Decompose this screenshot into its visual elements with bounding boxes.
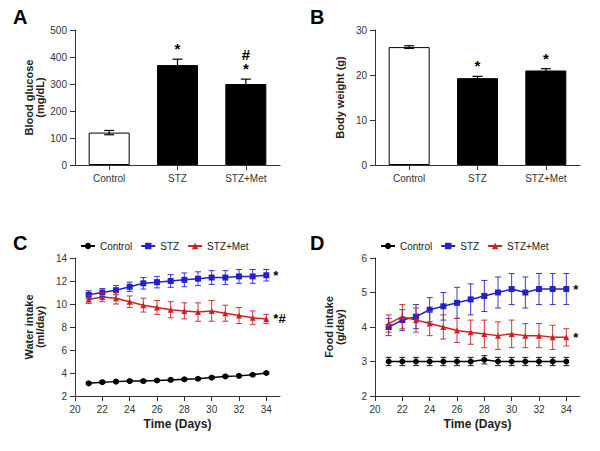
svg-text:20: 20: [69, 404, 81, 415]
svg-text:20: 20: [356, 70, 368, 81]
svg-text:34: 34: [561, 404, 573, 415]
svg-text:*: *: [543, 50, 549, 67]
svg-text:24: 24: [124, 404, 136, 415]
svg-text:2: 2: [61, 391, 67, 402]
svg-text:14: 14: [56, 253, 68, 264]
svg-text:STZ+Met: STZ+Met: [207, 241, 249, 252]
svg-text:4: 4: [361, 322, 367, 333]
svg-text:STZ+Met: STZ+Met: [525, 173, 567, 184]
svg-text:400: 400: [50, 52, 67, 63]
svg-text:22: 22: [97, 404, 109, 415]
svg-text:Food intake: Food intake: [322, 296, 335, 358]
svg-text:(ml/day): (ml/day): [34, 306, 46, 349]
svg-text:30: 30: [206, 404, 218, 415]
svg-text:300: 300: [50, 79, 67, 90]
svg-text:(mg/dL): (mg/dL): [34, 77, 46, 118]
svg-text:5: 5: [361, 287, 367, 298]
svg-text:30: 30: [506, 404, 518, 415]
svg-text:#: #: [242, 46, 251, 63]
svg-text:Control: Control: [400, 241, 432, 252]
svg-text:28: 28: [179, 404, 191, 415]
svg-text:STZ: STZ: [168, 173, 187, 184]
svg-text:10: 10: [356, 115, 368, 126]
svg-text:STZ+Met: STZ+Met: [507, 241, 549, 252]
svg-text:2: 2: [361, 391, 367, 402]
svg-text:Control: Control: [100, 241, 132, 252]
svg-text:D: D: [310, 232, 324, 254]
svg-text:*: *: [175, 40, 181, 57]
svg-text:22: 22: [397, 404, 409, 415]
svg-text:26: 26: [151, 404, 163, 415]
svg-text:500: 500: [50, 25, 67, 36]
svg-text:32: 32: [233, 404, 245, 415]
svg-text:STZ: STZ: [160, 241, 179, 252]
svg-text:B: B: [310, 6, 324, 28]
svg-text:34: 34: [261, 404, 273, 415]
svg-text:6: 6: [361, 253, 367, 264]
svg-text:*: *: [475, 57, 481, 74]
svg-text:*: *: [573, 330, 579, 345]
svg-text:8: 8: [61, 322, 67, 333]
svg-text:(g/day): (g/day): [334, 309, 346, 345]
svg-text:STZ+Met: STZ+Met: [225, 173, 267, 184]
svg-text:Control: Control: [393, 173, 425, 184]
svg-text:Time (Days): Time (Days): [444, 417, 512, 431]
svg-text:20: 20: [369, 404, 381, 415]
svg-text:24: 24: [424, 404, 436, 415]
svg-text:10: 10: [56, 299, 68, 310]
svg-text:Water intake: Water intake: [22, 294, 35, 360]
svg-text:*#: *#: [273, 311, 286, 326]
svg-text:28: 28: [479, 404, 491, 415]
svg-text:3: 3: [361, 356, 367, 367]
svg-text:4: 4: [61, 368, 67, 379]
svg-text:A: A: [13, 6, 27, 28]
svg-text:Blood glucose: Blood glucose: [22, 59, 35, 136]
svg-text:STZ: STZ: [460, 241, 479, 252]
svg-text:6: 6: [61, 345, 67, 356]
svg-text:STZ: STZ: [468, 173, 487, 184]
svg-text:Time (Days): Time (Days): [144, 417, 212, 431]
svg-text:0: 0: [61, 160, 67, 171]
svg-text:30: 30: [356, 25, 368, 36]
svg-text:12: 12: [56, 276, 68, 287]
svg-text:32: 32: [533, 404, 545, 415]
svg-text:*: *: [273, 268, 279, 283]
svg-text:200: 200: [50, 106, 67, 117]
svg-text:*: *: [573, 282, 579, 297]
svg-text:C: C: [13, 232, 27, 254]
svg-text:Control: Control: [93, 173, 125, 184]
svg-text:0: 0: [361, 160, 367, 171]
svg-text:Body weight (g): Body weight (g): [334, 56, 346, 139]
svg-text:26: 26: [451, 404, 463, 415]
svg-text:100: 100: [50, 133, 67, 144]
